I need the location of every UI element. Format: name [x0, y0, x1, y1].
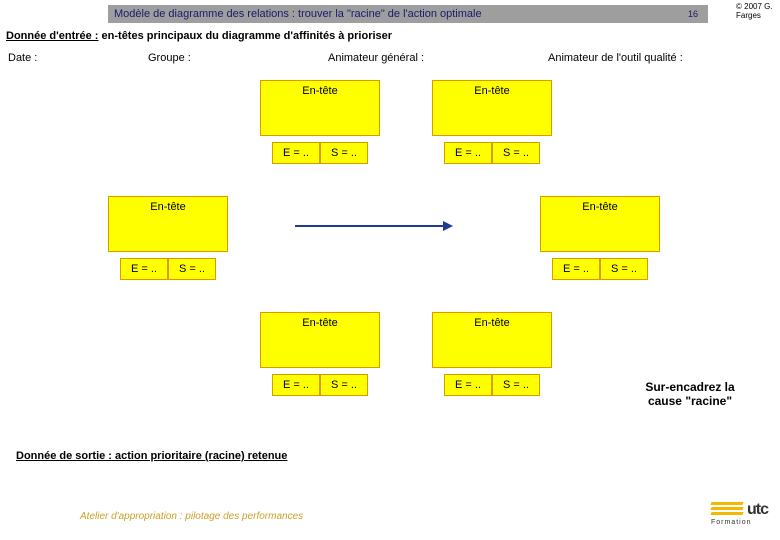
node-es-row: E = ..S = .. — [444, 374, 540, 396]
s-cell: S = .. — [320, 374, 368, 396]
node-header: En-tête — [109, 197, 227, 213]
footer-text: Atelier d'appropriation : pilotage des p… — [80, 511, 303, 522]
node-header: En-tête — [433, 81, 551, 97]
input-data-text: en-têtes principaux du diagramme d'affin… — [98, 30, 392, 42]
node-es-row: E = ..S = .. — [272, 374, 368, 396]
input-data-label: Donnée d'entrée : en-têtes principaux du… — [6, 30, 392, 42]
node-es-row: E = ..S = .. — [272, 142, 368, 164]
node-top-left: En-tête — [260, 80, 380, 136]
logo-sub: Formation — [711, 519, 768, 526]
page-title: Modèle de diagramme des relations : trou… — [108, 8, 688, 20]
e-cell: E = .. — [552, 258, 600, 280]
copyright: © 2007 G. Farges — [736, 3, 778, 21]
meta-groupe: Groupe : — [148, 52, 191, 64]
node-header: En-tête — [541, 197, 659, 213]
logo: utc Formation — [711, 501, 768, 526]
logo-brand: utc — [747, 501, 768, 518]
node-bottom-left: En-tête — [260, 312, 380, 368]
page-number: 16 — [688, 9, 708, 19]
node-header: En-tête — [261, 81, 379, 97]
e-cell: E = .. — [272, 142, 320, 164]
node-mid-right: En-tête — [540, 196, 660, 252]
e-cell: E = .. — [120, 258, 168, 280]
meta-anim-gen: Animateur général : — [328, 52, 424, 64]
output-data-label: Donnée de sortie : action prioritaire (r… — [16, 450, 287, 462]
node-es-row: E = ..S = .. — [120, 258, 216, 280]
node-bottom-right: En-tête — [432, 312, 552, 368]
arrow-icon — [295, 225, 445, 227]
title-bar: Modèle de diagramme des relations : trou… — [108, 5, 708, 23]
s-cell: S = .. — [320, 142, 368, 164]
instruction-text: Sur-encadrez la cause "racine" — [630, 380, 750, 408]
logo-bars-icon — [711, 502, 743, 517]
s-cell: S = .. — [600, 258, 648, 280]
s-cell: S = .. — [492, 142, 540, 164]
node-top-right: En-tête — [432, 80, 552, 136]
e-cell: E = .. — [444, 142, 492, 164]
e-cell: E = .. — [272, 374, 320, 396]
node-es-row: E = ..S = .. — [552, 258, 648, 280]
node-es-row: E = ..S = .. — [444, 142, 540, 164]
s-cell: S = .. — [168, 258, 216, 280]
s-cell: S = .. — [492, 374, 540, 396]
e-cell: E = .. — [444, 374, 492, 396]
node-mid-left: En-tête — [108, 196, 228, 252]
meta-date: Date : — [8, 52, 37, 64]
meta-anim-qual: Animateur de l'outil qualité : — [548, 52, 683, 64]
input-data-prefix: Donnée d'entrée : — [6, 30, 98, 42]
node-header: En-tête — [433, 313, 551, 329]
node-header: En-tête — [261, 313, 379, 329]
